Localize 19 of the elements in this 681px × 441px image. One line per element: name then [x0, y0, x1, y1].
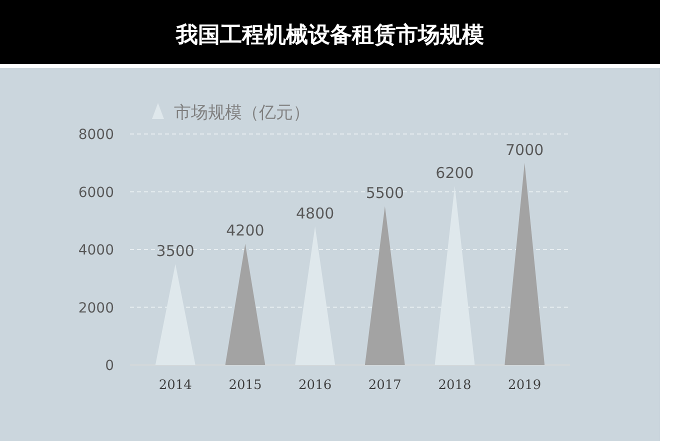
y-tick-label: 0 [105, 358, 114, 374]
chart-title: 我国工程机械设备租赁市场规模 [175, 22, 484, 48]
data-label: 7000 [506, 140, 544, 159]
x-tick-label: 2017 [368, 378, 402, 393]
data-label: 6200 [436, 164, 474, 182]
data-label: 4200 [226, 222, 264, 240]
y-tick-label: 2000 [78, 300, 114, 316]
x-tick-label: 2018 [438, 378, 472, 393]
data-label: 3500 [156, 242, 194, 260]
y-tick-label: 4000 [78, 242, 114, 258]
data-label: 5500 [366, 184, 404, 202]
x-tick-label: 2016 [298, 378, 332, 393]
y-tick-label: 8000 [78, 127, 114, 143]
x-tick-label: 2015 [228, 378, 262, 393]
data-label: 4800 [296, 204, 334, 222]
x-tick-label: 2019 [508, 378, 542, 393]
y-tick-label: 6000 [78, 184, 114, 201]
x-tick-label: 2014 [158, 378, 192, 393]
legend-label: 市场规模（亿元） [174, 103, 310, 123]
